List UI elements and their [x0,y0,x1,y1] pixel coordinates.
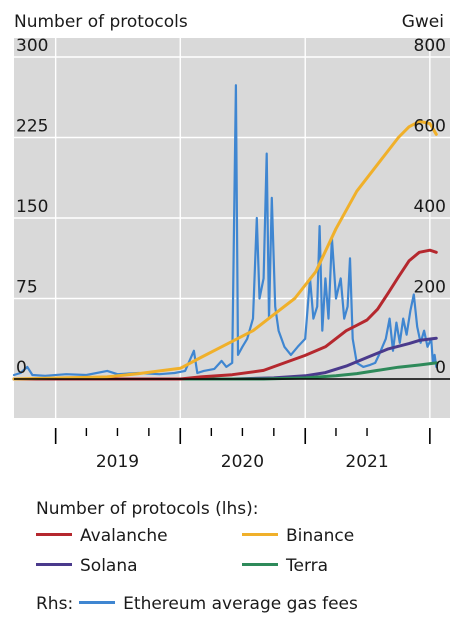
legend-row: Avalanche Binance [36,521,436,551]
legend-item-solana: Solana [36,551,138,581]
legend-label-binance: Binance [286,526,355,546]
right-axis-title: Gwei [402,12,444,32]
legend-item-binance: Binance [242,521,354,551]
left-tick-label: 225 [16,117,48,137]
legend-rhs-prefix: Rhs: [36,594,74,614]
legend-title: Number of protocols (lhs): [36,499,259,519]
right-tick-label: 0 [435,358,446,378]
tick-layer: 300 800 225 600 150 400 75 200 0 0 2019 2020 2021 [16,36,446,472]
legend-swatch-solana [36,563,72,566]
legend-swatch-ethereum [79,601,116,604]
right-tick-label: 600 [414,117,446,137]
x-tick-label: 2019 [96,452,139,472]
left-tick-label: 300 [16,36,48,56]
right-tick-label: 800 [414,36,446,56]
legend-row: Solana Terra [36,551,436,581]
legend-label-avalanche: Avalanche [80,526,168,546]
legend-swatch-avalanche [36,533,72,536]
legend-item-terra: Terra [242,551,328,581]
legend-item-avalanche: Avalanche [36,521,168,551]
x-tick-label: 2021 [345,452,388,472]
legend-label-solana: Solana [80,556,138,576]
series-line-avalanche [12,248,438,381]
left-axis-title: Number of protocols [14,12,188,32]
legend-label-terra: Terra [286,556,329,576]
legend-swatch-terra [242,563,278,566]
legend: Number of protocols (lhs): Avalanche Bin… [36,497,436,619]
chart-svg: 300 800 225 600 150 400 75 200 0 0 2019 2020 2021 Nu… [12,12,450,472]
right-tick-label: 200 [414,278,446,298]
legend-row-rhs: Rhs: Ethereum average gas fees [36,589,436,619]
legend-swatch-binance [242,533,278,536]
series-line-binance [12,119,438,381]
left-tick-label: 75 [16,278,38,298]
legend-label-ethereum: Ethereum average gas fees [123,594,358,614]
series-line-ethereum [12,84,438,377]
x-tick-label: 2020 [221,452,264,472]
left-tick-label: 150 [16,197,48,217]
left-tick-label: 0 [16,358,27,378]
right-tick-label: 400 [414,197,446,217]
